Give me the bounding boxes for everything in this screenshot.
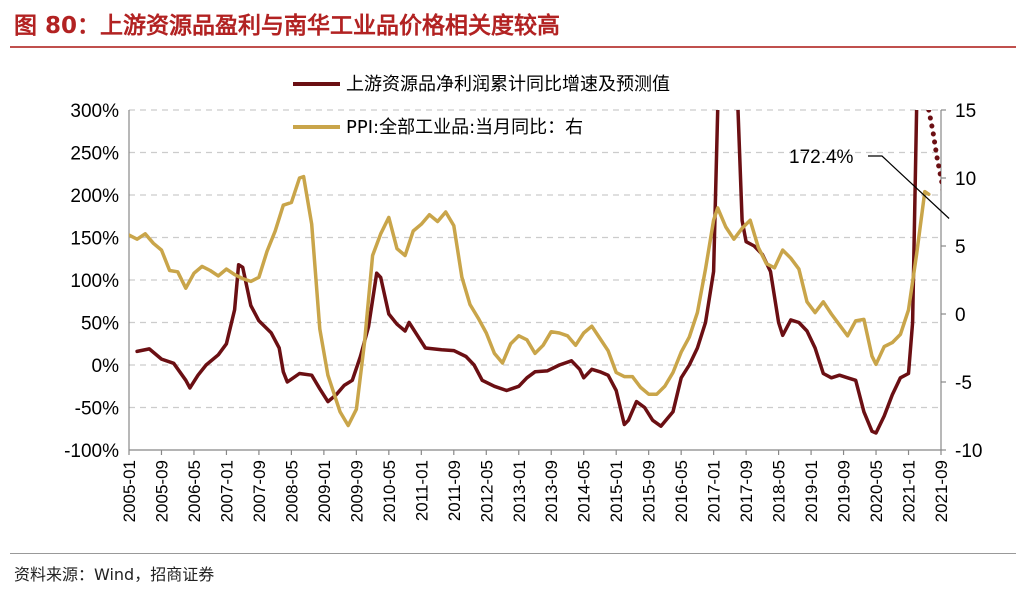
y-left-tick-label: 300% [70, 101, 119, 122]
x-tick-label: 2006-05 [185, 460, 204, 522]
series-line-profit [135, 110, 720, 428]
y-right-tick-label: -5 [955, 373, 972, 394]
x-tick-label: 2008-05 [282, 460, 301, 522]
legend-label-profit: 上游资源品净利润累计同比增速及预测值 [346, 74, 670, 95]
y-left-tick-label: -50% [75, 399, 119, 420]
source-divider [10, 553, 1016, 554]
annotation-label: 172.4% [789, 147, 854, 168]
series-lines [129, 110, 941, 435]
gridlines [129, 109, 941, 409]
x-tick-label: 2007-01 [217, 460, 236, 522]
y-left-tick-label: 100% [70, 271, 119, 292]
x-tick-label: 2010-05 [380, 460, 399, 522]
y-left-tick-label: 50% [81, 314, 119, 335]
x-tick-label: 2021-09 [932, 460, 951, 522]
x-tick-label: 2015-01 [607, 460, 626, 522]
y-left-tick-label: 250% [70, 144, 119, 165]
series-line-forecast [926, 110, 941, 192]
x-tick-label: 2017-01 [705, 460, 724, 522]
x-tick-label: 2007-09 [250, 460, 269, 522]
title-divider [10, 46, 1016, 48]
y-left-tick-label: 200% [70, 186, 119, 207]
y-left-tick-label: 0% [92, 356, 120, 377]
y-right-tick-label: 0 [955, 305, 966, 326]
y-right-tick-label: 15 [955, 101, 976, 122]
x-tick-label: 2021-01 [900, 460, 919, 522]
annotation-leader [868, 155, 950, 219]
x-tick-label: 2009-09 [347, 460, 366, 522]
figure-title: 图 80：上游资源品盈利与南华工业品价格相关度较高 [14, 13, 561, 39]
x-tick-label: 2019-01 [802, 460, 821, 522]
y-right-tick-label: 5 [955, 237, 966, 258]
x-tick-label: 2020-05 [867, 460, 886, 522]
y-right-tick-label: -10 [955, 441, 982, 462]
series-line-ppi [129, 174, 931, 428]
x-tick-label: 2014-05 [575, 460, 594, 522]
x-tick-label: 2012-05 [477, 460, 496, 522]
x-tick-label: 2009-01 [315, 460, 334, 522]
legend-label-ppi: PPI:全部工业品:当月同比：右 [346, 117, 583, 138]
x-tick-label: 2016-05 [672, 460, 691, 522]
x-tick-label: 2013-01 [510, 460, 529, 522]
axes: -100% -50% 0% 50% 100% 150% 200% 250% 300% -10 -5 0… [64, 101, 982, 522]
x-tick-label: 2013-09 [542, 460, 561, 522]
x-tick-label: 2019-09 [835, 460, 854, 522]
x-tick-label: 2015-09 [640, 460, 659, 522]
x-tick-label: 2005-09 [152, 460, 171, 522]
annotation: 172.4% [789, 147, 950, 219]
y-left-tick-label: -100% [64, 441, 119, 462]
x-tick-label: 2011-09 [445, 460, 464, 521]
y-right-tick-label: 10 [955, 169, 976, 190]
x-tick-label: 2017-09 [737, 460, 756, 522]
x-tick-label: 2018-05 [770, 460, 789, 522]
source-note: 资料来源：Wind，招商证券 [14, 565, 215, 584]
x-tick-label: 2005-01 [120, 460, 139, 522]
x-tick-label: 2011-01 [412, 460, 431, 521]
y-left-tick-label: 150% [70, 229, 119, 250]
legend: 上游资源品净利润累计同比增速及预测值 PPI:全部工业品:当月同比：右 [293, 74, 670, 138]
